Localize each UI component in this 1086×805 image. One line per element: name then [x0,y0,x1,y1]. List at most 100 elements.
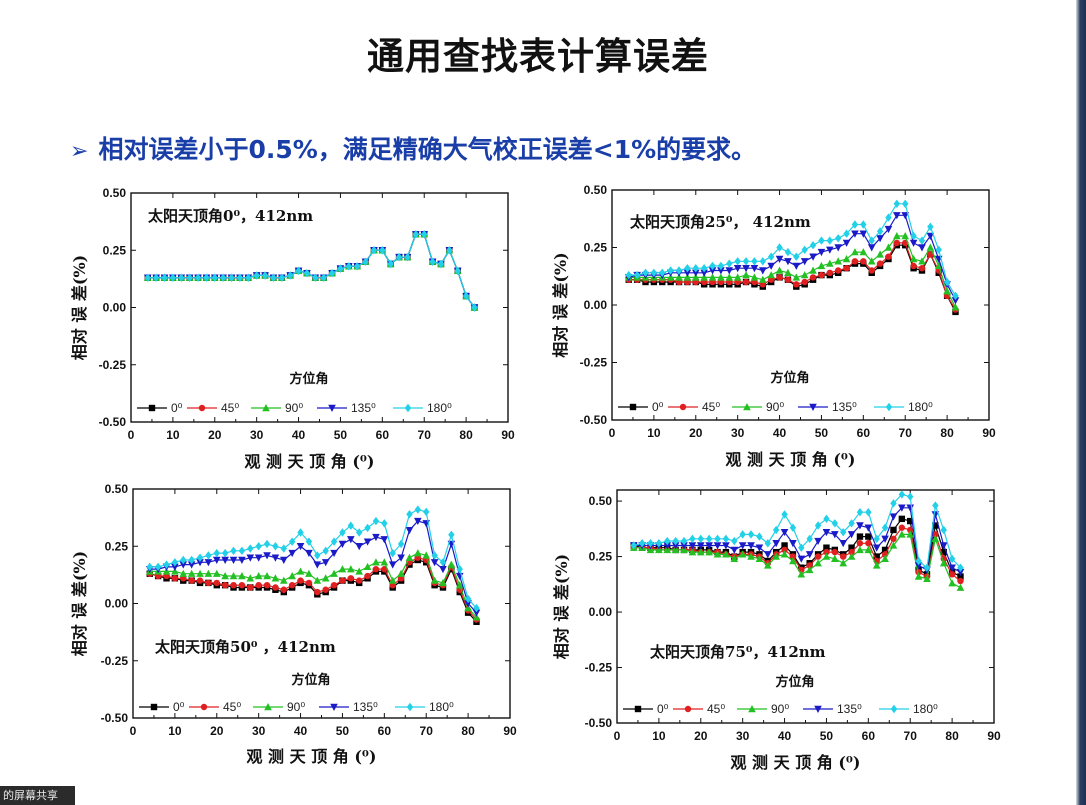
data-point-180 [650,268,658,277]
x-tick-label: 50 [336,724,350,738]
x-tick-label: 30 [250,428,264,442]
data-point-180 [473,603,480,613]
data-point-180 [203,273,210,282]
data-point-135 [691,269,700,277]
legend-label-0: 0⁰ [657,702,669,716]
data-point-180 [717,261,725,271]
data-point-135 [388,561,397,569]
data-point-45 [364,572,371,580]
data-point-135 [430,559,439,567]
data-point-180 [689,534,696,544]
chart-panel-2: 0 10 20 30 40 50 60 70 80 90 -0.50 -0.25 0.00 0.25 0.5… [551,183,996,469]
data-point-180 [171,558,179,567]
data-point-45 [910,262,917,270]
data-point-90 [775,266,784,274]
data-point-135 [898,504,906,512]
data-point-180 [364,523,371,533]
data-point-135 [683,269,692,277]
slide-title: 通用查找表计算误差 [367,35,709,78]
data-point-45 [890,535,897,543]
data-point-135 [775,255,784,263]
data-point-135 [196,559,204,567]
data-point-45 [840,553,847,560]
data-point-180 [873,534,880,544]
legend-title: 方位角 [776,674,815,690]
data-point-180 [684,264,691,273]
y-tick-label: 0.25 [584,241,608,255]
data-point-135 [663,542,672,550]
data-point-90 [296,567,305,575]
x-tick-label: 90 [982,426,996,440]
data-point-0 [781,542,788,549]
y-tick-label: 0.25 [589,550,613,564]
data-point-135 [764,551,772,559]
data-point-180 [793,252,800,261]
data-point-135 [881,535,889,543]
legend-marker-45 [679,403,687,411]
data-point-180 [742,257,750,266]
bullet-point: ➢ 相对误差小于0.5%，满足精确大气校正误差<1%的要求。 [70,130,756,164]
data-point-90 [305,569,313,577]
data-point-90 [822,552,831,560]
data-point-90 [313,576,322,584]
data-point-90 [179,569,188,577]
data-point-135 [789,540,797,548]
chart-panel-3: 0 10 20 30 40 50 60 70 80 90 -0.50 -0.25 0.00 0.25 0.5… [70,482,517,766]
data-point-45 [322,586,329,593]
data-point-90 [162,567,171,575]
data-point-90 [680,545,688,554]
series-line-135 [147,233,475,308]
legend-label-90: 90⁰ [766,400,784,414]
data-point-45 [297,577,304,584]
data-point-45 [272,584,279,591]
data-point-135 [851,230,859,238]
data-point-180 [152,273,160,282]
data-point-180 [381,519,388,528]
data-point-90 [834,257,842,265]
data-point-90 [671,545,680,554]
data-point-90 [700,273,708,281]
data-point-180 [446,246,453,255]
data-point-45 [247,584,254,591]
data-point-180 [347,521,355,530]
data-point-45 [188,577,195,584]
x-tick-label: 40 [292,428,306,442]
data-point-180 [146,562,153,572]
data-point-135 [187,561,196,569]
data-point-180 [943,277,951,287]
data-point-135 [951,297,960,305]
data-point-135 [263,552,271,560]
data-point-90 [708,273,717,281]
data-point-90 [338,565,347,573]
data-point-135 [338,540,347,548]
data-point-90 [898,530,906,538]
data-point-180 [154,562,162,572]
legend-label-45: 45⁰ [702,400,720,414]
legend-marker-135 [328,404,336,412]
data-point-180 [362,257,369,266]
data-point-180 [219,273,227,282]
data-point-180 [772,525,780,535]
data-point-180 [278,273,285,282]
legend-marker-135 [330,703,338,711]
data-point-90 [867,257,876,265]
data-point-180 [253,271,260,280]
data-point-180 [726,259,733,268]
data-point-90 [666,273,675,281]
data-point-45 [339,577,346,584]
data-point-135 [722,542,730,550]
data-point-45 [742,278,750,286]
data-point-90 [713,550,722,558]
x-tick-label: 20 [208,428,222,442]
data-point-90 [939,559,948,567]
data-point-135 [472,609,481,617]
legend-label-90: 90⁰ [771,702,789,716]
data-point-135 [814,537,822,546]
data-point-135 [439,565,447,574]
data-point-0 [907,517,914,525]
data-point-0 [881,546,889,554]
data-point-45 [205,579,212,587]
data-point-90 [447,560,456,568]
data-point-180 [454,266,461,276]
